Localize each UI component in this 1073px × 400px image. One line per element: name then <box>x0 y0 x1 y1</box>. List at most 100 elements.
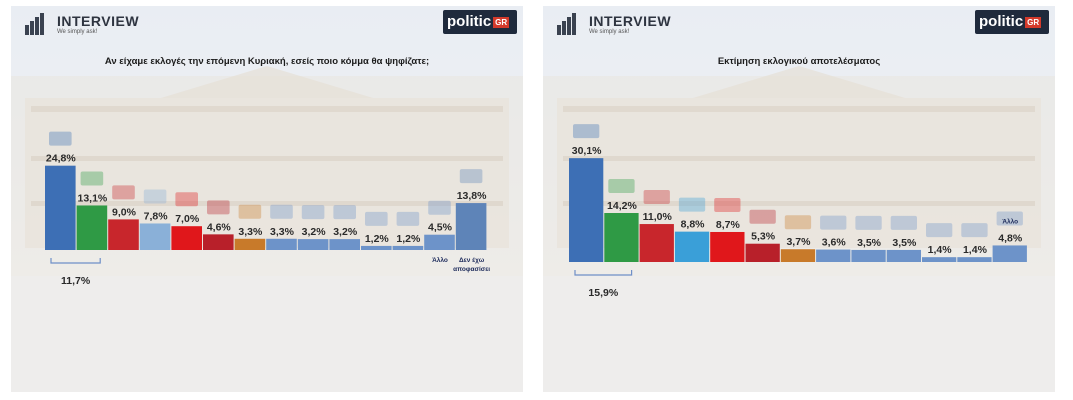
interview-logo-icon <box>25 13 51 35</box>
party-logo-icon <box>820 215 847 230</box>
value-label: 1,4% <box>928 244 953 256</box>
party-logo-icon <box>365 211 388 226</box>
party-logo-icon <box>49 131 72 146</box>
value-label: 3,5% <box>857 237 882 249</box>
bar-3 <box>639 224 674 262</box>
bar-8 <box>816 249 851 262</box>
party-logo-icon <box>112 185 135 200</box>
party-logo-icon <box>175 192 198 207</box>
bar-11 <box>922 257 957 262</box>
value-label: 13,1% <box>78 192 108 204</box>
category-label: αποφασίσει <box>453 266 490 273</box>
value-label: 30,1% <box>572 145 602 157</box>
party-logo-icon <box>459 169 483 184</box>
party-logo-icon <box>143 189 167 204</box>
bar-1 <box>569 158 604 262</box>
bar-14 <box>455 203 487 250</box>
party-logo-icon <box>270 204 293 219</box>
value-label: 4,8% <box>998 232 1023 244</box>
bracket-line <box>574 270 633 276</box>
bar-1 <box>45 165 76 250</box>
bar-9 <box>297 239 329 250</box>
bar-12 <box>392 245 424 250</box>
value-label: 1,2% <box>396 233 421 245</box>
party-logo-icon <box>855 215 882 230</box>
party-logo-icon <box>678 197 706 212</box>
bar-4 <box>674 231 710 262</box>
value-label: 3,3% <box>270 226 295 238</box>
bar-4 <box>139 223 171 250</box>
party-logo-icon <box>573 124 600 139</box>
bar-9 <box>851 249 886 262</box>
brand-tagline: We simply ask! <box>57 29 98 35</box>
poll-panel-voting-intention: INTERVIEW We simply ask! politic GR Αν εί… <box>11 6 523 392</box>
value-label: 24,8% <box>46 153 76 165</box>
value-label: 4,6% <box>207 221 232 233</box>
value-label: 4,5% <box>428 222 453 234</box>
party-logo-icon <box>301 205 325 220</box>
party-logo-icon <box>80 171 104 186</box>
bar-13 <box>424 234 455 250</box>
party-logo-icon <box>428 200 451 215</box>
value-label: 3,5% <box>892 237 917 249</box>
poll-panel-vote-estimate: INTERVIEW We simply ask! politic GR Εκτίμ… <box>543 6 1055 392</box>
value-label: 5,3% <box>751 231 776 243</box>
value-label: 7,0% <box>175 213 200 225</box>
party-logo-icon <box>333 205 356 220</box>
value-label: 14,2% <box>607 200 637 212</box>
party-logo-icon <box>238 204 262 219</box>
chart-title: Εκτίμηση εκλογικού αποτελέσματος <box>717 56 881 67</box>
value-label: 8,8% <box>681 219 706 231</box>
category-label: Άλλο <box>432 256 448 264</box>
bar-8 <box>266 238 297 250</box>
politic-logo: politic GR <box>975 10 1049 34</box>
party-logo-icon <box>207 200 230 215</box>
party-logo-icon <box>396 211 420 226</box>
brand-name: INTERVIEW <box>589 13 672 29</box>
value-label: 3,6% <box>822 237 847 249</box>
brand-tagline: We simply ask! <box>589 29 630 35</box>
value-label: 8,7% <box>716 219 741 231</box>
panel-header: INTERVIEW We simply ask! politic GR <box>543 6 1055 46</box>
value-label: 3,7% <box>786 236 811 248</box>
bracket-line <box>50 258 101 264</box>
interview-logo-icon <box>557 13 583 35</box>
party-logo-icon <box>643 190 670 205</box>
bar-5 <box>171 226 202 250</box>
bar-13 <box>992 245 1027 262</box>
value-label: 9,0% <box>112 206 137 218</box>
bar-2 <box>76 205 108 250</box>
party-logo-icon <box>996 211 1023 226</box>
brand-name: INTERVIEW <box>57 13 140 29</box>
bar-6 <box>203 234 234 250</box>
value-label: 1,4% <box>963 244 988 256</box>
bracket-value-label: 11,7% <box>61 275 91 287</box>
bar-6 <box>745 243 780 262</box>
party-logo-icon <box>890 215 917 230</box>
bar-3 <box>108 219 139 250</box>
value-label: 13,8% <box>457 190 487 202</box>
parliament-building-background <box>543 66 1055 392</box>
party-logo-icon <box>926 223 953 238</box>
value-label: 1,2% <box>365 233 390 245</box>
bracket-value-label: 15,9% <box>588 287 618 299</box>
bar-12 <box>957 257 992 262</box>
bar-11 <box>361 245 392 250</box>
parliament-building-background <box>11 66 523 392</box>
bar-chart: 24,8% 13,1% 9,0% 7,8% 7,0% 4,6% 3,3% 3,3% 3,2% 3,… <box>45 131 490 287</box>
bar-5 <box>710 231 745 262</box>
category-label: Δεν έχω <box>459 257 485 264</box>
value-label: 3,2% <box>302 226 327 238</box>
panel-header: INTERVIEW We simply ask! politic GR <box>11 6 523 46</box>
value-label: 3,3% <box>238 226 263 238</box>
party-logo-icon <box>784 215 812 230</box>
party-logo-icon <box>608 179 635 194</box>
bar-2 <box>604 213 639 262</box>
bar-10 <box>886 249 921 262</box>
party-logo-icon <box>749 209 776 224</box>
bar-chart: 30,1% 14,2% 11,0% 8,8% 8,7% 5,3% 3,7% 3,6% 3,5% 3… <box>569 124 1027 299</box>
bar-10 <box>329 239 360 250</box>
category-label: Άλλο <box>1002 217 1018 225</box>
party-logo-icon <box>961 223 988 238</box>
value-label: 11,0% <box>643 211 673 223</box>
